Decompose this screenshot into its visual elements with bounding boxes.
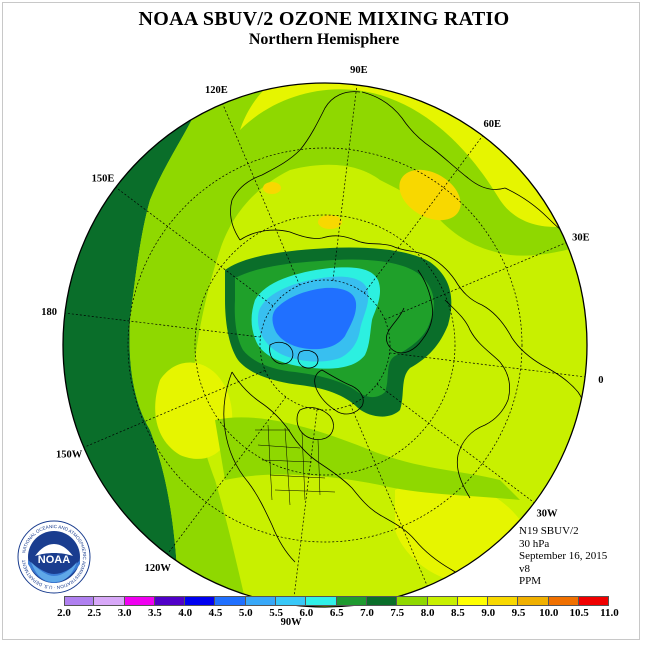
meridian-line	[222, 103, 300, 286]
legend-tick-label: 3.5	[148, 607, 162, 619]
longitude-label: 30W	[537, 508, 559, 519]
longitude-label: 90E	[350, 65, 368, 76]
legend-color-box	[488, 596, 519, 606]
legend-tick-label: 6.5	[329, 607, 344, 619]
info-units: PPM	[519, 575, 542, 587]
legend-tick-label: 9.0	[481, 607, 496, 619]
meridian-line	[292, 409, 318, 606]
longitude-label: 60E	[484, 119, 502, 130]
legend-color-box	[336, 596, 367, 606]
logo-text: NOAA	[38, 554, 70, 566]
coastline-scandinavia	[386, 269, 433, 354]
map-boundary	[62, 82, 588, 608]
coastline-eurasia-north	[239, 229, 513, 339]
legend-color-box	[397, 596, 428, 606]
legend-color-box	[306, 596, 337, 606]
legend-tick-label: 5.0	[238, 607, 253, 619]
coastline-asia-northeast	[361, 91, 506, 190]
legend-tick-label: 8.5	[451, 607, 465, 619]
legend-color-box	[518, 596, 549, 606]
blue-region-vortex	[272, 287, 357, 350]
longitude-label: 120E	[205, 85, 228, 96]
yellow-patch-siberia	[399, 169, 461, 221]
info-date: September 16, 2015	[519, 550, 608, 562]
meridian-line	[115, 187, 274, 307]
legend-tick-label: 9.5	[511, 607, 526, 619]
map-subtitle: Northern Hemisphere	[248, 31, 400, 48]
legend-color-box	[64, 596, 95, 606]
latitude-circle-50	[194, 214, 456, 476]
longitude-label: 90W	[281, 617, 303, 628]
legend-tick-label: 4.0	[178, 607, 193, 619]
longitude-meridians	[64, 84, 586, 606]
legend-color-box	[245, 596, 277, 606]
map-title: NOAA SBUV/2 OZONE MIXING RATIO	[138, 8, 510, 30]
yellow-patch-north	[263, 182, 281, 194]
legend-color-box	[154, 596, 186, 606]
coastlines	[223, 91, 587, 596]
coastline-north-america	[231, 371, 416, 541]
legend-tick-label: 7.5	[390, 607, 405, 619]
legend-tick-label: 10.0	[539, 607, 559, 619]
color-legend-ticks: 2.0 2.5 3.0 3.5 4.0 4.5 5.0 5.5 6.0 6.5 7.0 7.5 8.0 8…	[49, 607, 619, 621]
meridian-line	[363, 135, 483, 294]
legend-color-box	[548, 596, 580, 606]
longitude-label: 150W	[56, 450, 83, 461]
legend-tick-label: 8.0	[420, 607, 435, 619]
longitude-label: 180	[41, 307, 57, 318]
legend-tick-label: 2.5	[87, 607, 102, 619]
legend-tick-label: 4.5	[208, 607, 223, 619]
info-version: v8	[519, 562, 530, 575]
legend-color-box	[457, 596, 489, 606]
legend-tick-label: 3.0	[117, 607, 132, 619]
legend-color-box	[185, 596, 216, 606]
legend-tick-label: 2.0	[57, 607, 71, 619]
meridian-line	[64, 312, 261, 338]
yellow-patch-arctic	[318, 215, 342, 229]
legend-color-box	[215, 596, 246, 606]
meridian-line	[384, 242, 567, 320]
coastline-north-america-west	[223, 371, 296, 563]
legend-tick-label: 11.0	[600, 607, 619, 619]
us-state-borders	[255, 424, 336, 506]
meridian-line	[83, 370, 266, 448]
meridian-line	[389, 352, 586, 378]
meridian-line	[167, 396, 287, 555]
legend-tick-label: 5.5	[269, 607, 283, 619]
coastline-europe	[444, 299, 510, 499]
longitude-label: 150E	[92, 174, 115, 185]
meridian-line	[332, 84, 358, 281]
legend-color-box	[427, 596, 458, 606]
color-legend-bar	[64, 596, 610, 606]
yellow-green-region-south	[155, 362, 233, 459]
legend-color-box	[366, 596, 398, 606]
coastline-asia-east	[230, 91, 361, 241]
longitude-label: 30E	[572, 232, 590, 243]
legend-tick-label: 6.0	[299, 607, 314, 619]
light-green-region-america	[215, 417, 520, 500]
latitude-circle-30	[127, 147, 523, 543]
latitude-circle-70	[259, 279, 391, 411]
legend-tick-label: 10.5	[569, 607, 589, 619]
legend-color-box	[276, 596, 307, 606]
info-block: N19 SBUV/2 30 hPa September 16, 2015 v8 …	[519, 525, 607, 588]
info-level: 30 hPa	[519, 537, 550, 550]
legend-color-box	[124, 596, 155, 606]
longitude-label: 120W	[145, 563, 172, 574]
light-green-region-1	[129, 83, 587, 607]
legend-color-box	[94, 596, 125, 606]
noaa-logo-icon: NOAA NATIONAL OCEANIC AND ATMOSPHERIC AD…	[17, 520, 91, 594]
meridian-line	[350, 404, 428, 587]
coastline-arctic-islands	[269, 341, 319, 369]
legend-tick-label: 7.0	[360, 607, 374, 619]
legend-color-box	[579, 596, 610, 606]
meridian-line	[376, 383, 535, 503]
figure-frame	[2, 2, 640, 640]
info-satellite: N19 SBUV/2	[519, 525, 579, 537]
coastline-hudson-bay	[296, 407, 334, 440]
longitude-label: 0	[598, 375, 603, 386]
graticule	[64, 84, 586, 606]
coastline-greenland	[314, 369, 364, 415]
